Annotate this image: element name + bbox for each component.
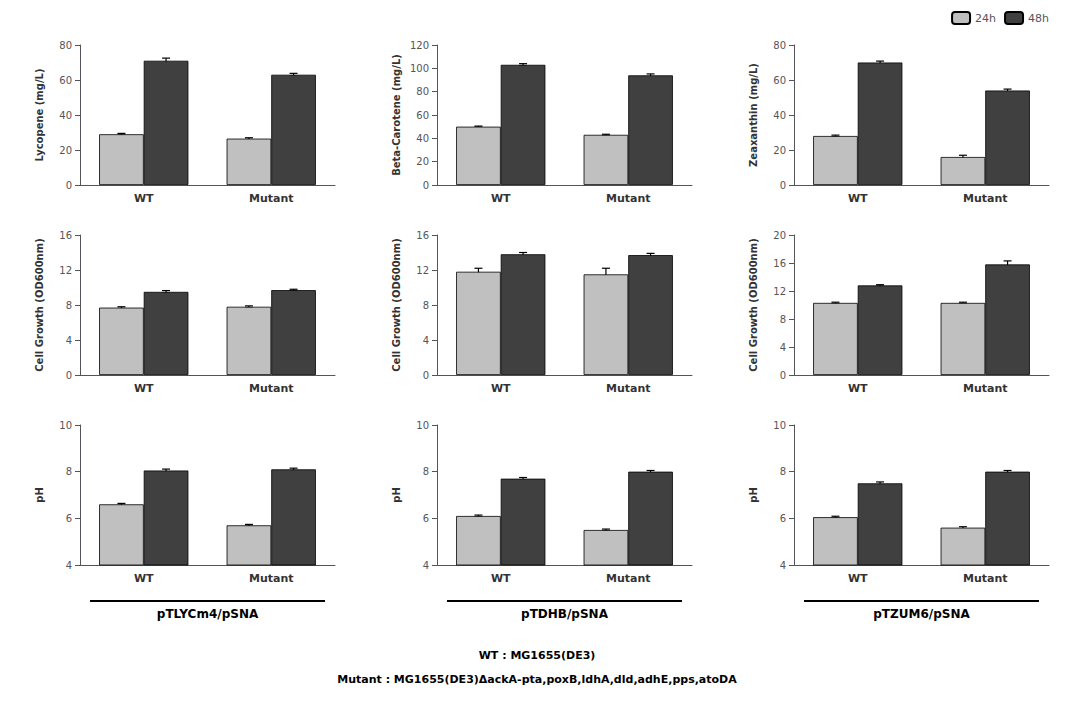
svg-text:Cell Growth (OD600nm): Cell Growth (OD600nm) <box>34 238 45 371</box>
svg-text:48h: 48h <box>1028 12 1049 25</box>
svg-text:10: 10 <box>773 420 786 431</box>
svg-text:120: 120 <box>410 40 429 51</box>
svg-text:Mutant: Mutant <box>963 382 1008 395</box>
svg-text:Cell Growth (OD600nm): Cell Growth (OD600nm) <box>748 238 759 371</box>
svg-text:Mutant : MG1655(DE3)ΔackA-pta,: Mutant : MG1655(DE3)ΔackA-pta,poxB,ldhA,… <box>337 673 737 686</box>
svg-text:pTDHB/pSNA: pTDHB/pSNA <box>521 607 609 621</box>
svg-text:6: 6 <box>780 513 786 524</box>
svg-text:100: 100 <box>410 63 429 74</box>
svg-text:WT: WT <box>134 192 154 205</box>
svg-text:16: 16 <box>773 258 786 269</box>
svg-text:4: 4 <box>780 342 786 353</box>
svg-text:Mutant: Mutant <box>606 572 651 585</box>
svg-text:40: 40 <box>59 110 72 121</box>
svg-text:20: 20 <box>773 145 786 156</box>
svg-text:6: 6 <box>423 513 429 524</box>
svg-text:40: 40 <box>416 133 429 144</box>
svg-text:Mutant: Mutant <box>963 572 1008 585</box>
svg-text:60: 60 <box>773 75 786 86</box>
svg-text:pH: pH <box>34 487 45 503</box>
svg-text:WT: WT <box>491 572 511 585</box>
svg-text:10: 10 <box>59 420 72 431</box>
svg-text:Mutant: Mutant <box>963 192 1008 205</box>
svg-text:8: 8 <box>66 300 72 311</box>
svg-text:Cell Growth (OD600nm): Cell Growth (OD600nm) <box>391 238 402 371</box>
svg-text:pTZUM6/pSNA: pTZUM6/pSNA <box>873 607 970 621</box>
svg-text:Lycopene (mg/L): Lycopene (mg/L) <box>34 68 45 161</box>
svg-text:Mutant: Mutant <box>249 192 294 205</box>
svg-text:8: 8 <box>423 466 429 477</box>
svg-text:16: 16 <box>416 230 429 241</box>
svg-text:12: 12 <box>773 286 786 297</box>
svg-text:WT: WT <box>848 382 868 395</box>
svg-text:20: 20 <box>416 156 429 167</box>
svg-text:24h: 24h <box>975 12 996 25</box>
svg-text:WT: WT <box>848 572 868 585</box>
svg-text:8: 8 <box>66 466 72 477</box>
svg-text:4: 4 <box>66 335 72 346</box>
svg-text:80: 80 <box>416 86 429 97</box>
svg-text:20: 20 <box>773 230 786 241</box>
svg-text:12: 12 <box>59 265 72 276</box>
svg-text:Zeaxanthin (mg/L): Zeaxanthin (mg/L) <box>748 63 759 167</box>
svg-text:Beta-Carotene (mg/L): Beta-Carotene (mg/L) <box>391 54 402 176</box>
svg-text:pTLYCm4/pSNA: pTLYCm4/pSNA <box>157 607 259 621</box>
svg-text:0: 0 <box>66 180 72 191</box>
svg-text:8: 8 <box>780 314 786 325</box>
svg-text:0: 0 <box>423 180 429 191</box>
svg-text:pH: pH <box>748 487 759 503</box>
svg-text:Mutant: Mutant <box>606 382 651 395</box>
svg-text:8: 8 <box>423 300 429 311</box>
svg-text:4: 4 <box>423 335 429 346</box>
svg-text:0: 0 <box>66 370 72 381</box>
svg-text:Mutant: Mutant <box>249 572 294 585</box>
svg-text:0: 0 <box>423 370 429 381</box>
svg-text:40: 40 <box>773 110 786 121</box>
svg-text:10: 10 <box>416 420 429 431</box>
svg-text:WT: WT <box>134 382 154 395</box>
svg-text:4: 4 <box>66 560 72 571</box>
svg-text:WT: WT <box>491 382 511 395</box>
svg-text:60: 60 <box>416 110 429 121</box>
svg-text:80: 80 <box>773 40 786 51</box>
svg-text:4: 4 <box>780 560 786 571</box>
svg-text:16: 16 <box>59 230 72 241</box>
svg-text:4: 4 <box>423 560 429 571</box>
svg-text:WT : MG1655(DE3): WT : MG1655(DE3) <box>479 649 596 662</box>
svg-text:WT: WT <box>848 192 868 205</box>
svg-text:Mutant: Mutant <box>249 382 294 395</box>
svg-text:Mutant: Mutant <box>606 192 651 205</box>
svg-text:pH: pH <box>391 487 402 503</box>
svg-text:WT: WT <box>491 192 511 205</box>
svg-text:6: 6 <box>66 513 72 524</box>
svg-text:0: 0 <box>780 370 786 381</box>
svg-text:WT: WT <box>134 572 154 585</box>
svg-text:20: 20 <box>59 145 72 156</box>
svg-text:80: 80 <box>59 40 72 51</box>
svg-text:8: 8 <box>780 466 786 477</box>
svg-text:0: 0 <box>780 180 786 191</box>
svg-text:60: 60 <box>59 75 72 86</box>
svg-text:12: 12 <box>416 265 429 276</box>
